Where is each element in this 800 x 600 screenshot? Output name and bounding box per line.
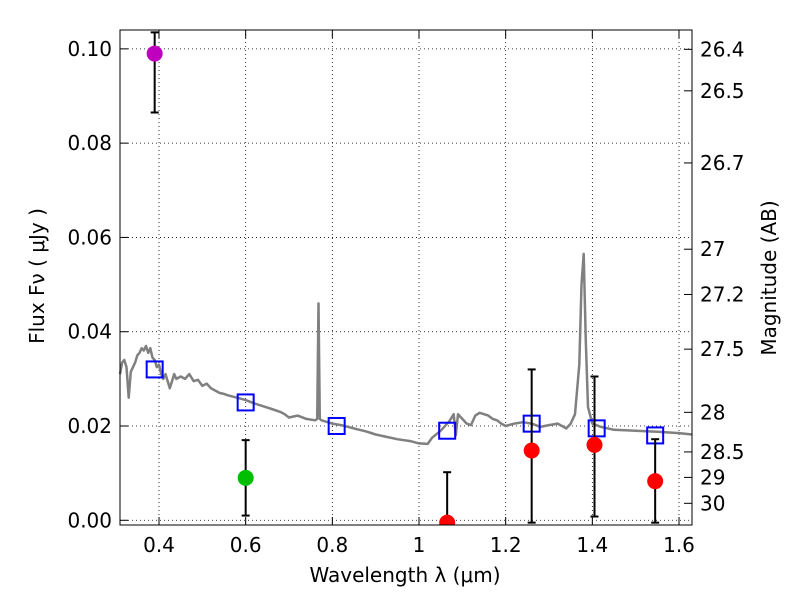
model-photometry-point	[145, 360, 164, 379]
x-tick-label: 1	[413, 533, 426, 557]
y-tick-label: 0.08	[67, 131, 112, 155]
model-sed-layer	[118, 252, 693, 446]
observed-flux-point	[439, 514, 456, 525]
y2-axis-label: Magnitude (AB)	[757, 200, 781, 355]
y-tick-label: 0.00	[67, 508, 112, 532]
plot-frame	[119, 29, 693, 526]
x-tick-label: 1.6	[663, 533, 695, 557]
model-photometry-point	[236, 393, 255, 412]
observed-flux-layer	[146, 31, 664, 525]
grid-lines	[120, 30, 692, 525]
y2-tick-label: 28.5	[700, 440, 745, 464]
y2-tick-label: 30	[700, 491, 725, 515]
x-tick-label: 1.4	[576, 533, 608, 557]
model-photometry-point	[587, 419, 606, 438]
y2-tick-label: 27.5	[700, 337, 745, 361]
x-tick-label: 0.4	[143, 533, 175, 557]
y-tick-label: 0.02	[67, 414, 112, 438]
axis-ticks: 0.4 0.6 0.8 1 1.2 1.4 1.6 0.00 0.02 0.04 0.06 0.08 0…	[67, 30, 745, 557]
observed-flux-point	[146, 45, 163, 62]
y-axis-label: Flux Fν ( μJy )	[25, 208, 49, 344]
model-photometry-point	[438, 421, 457, 440]
y-tick-label: 0.06	[67, 225, 112, 249]
observed-flux-point	[523, 442, 540, 459]
x-tick-label: 0.6	[230, 533, 262, 557]
x-tick-label: 0.8	[316, 533, 348, 557]
model-sed-line	[118, 252, 693, 446]
observed-flux-point	[647, 473, 664, 490]
y2-tick-label: 28	[700, 400, 725, 424]
y2-tick-label: 26.5	[700, 79, 745, 103]
y2-tick-label: 26.7	[700, 151, 745, 175]
observed-flux-point	[586, 436, 603, 453]
observed-flux-point	[237, 469, 254, 486]
y-tick-label: 0.10	[67, 37, 112, 61]
y2-tick-label: 27.2	[700, 282, 745, 306]
y2-tick-label: 26.4	[700, 37, 745, 61]
model-photometry-point	[327, 417, 346, 435]
x-axis-label: Wavelength λ (μm)	[309, 563, 500, 587]
y2-tick-label: 29	[700, 465, 725, 489]
y-tick-label: 0.04	[67, 320, 112, 344]
y2-tick-label: 27	[700, 237, 725, 261]
x-tick-label: 1.2	[490, 533, 522, 557]
